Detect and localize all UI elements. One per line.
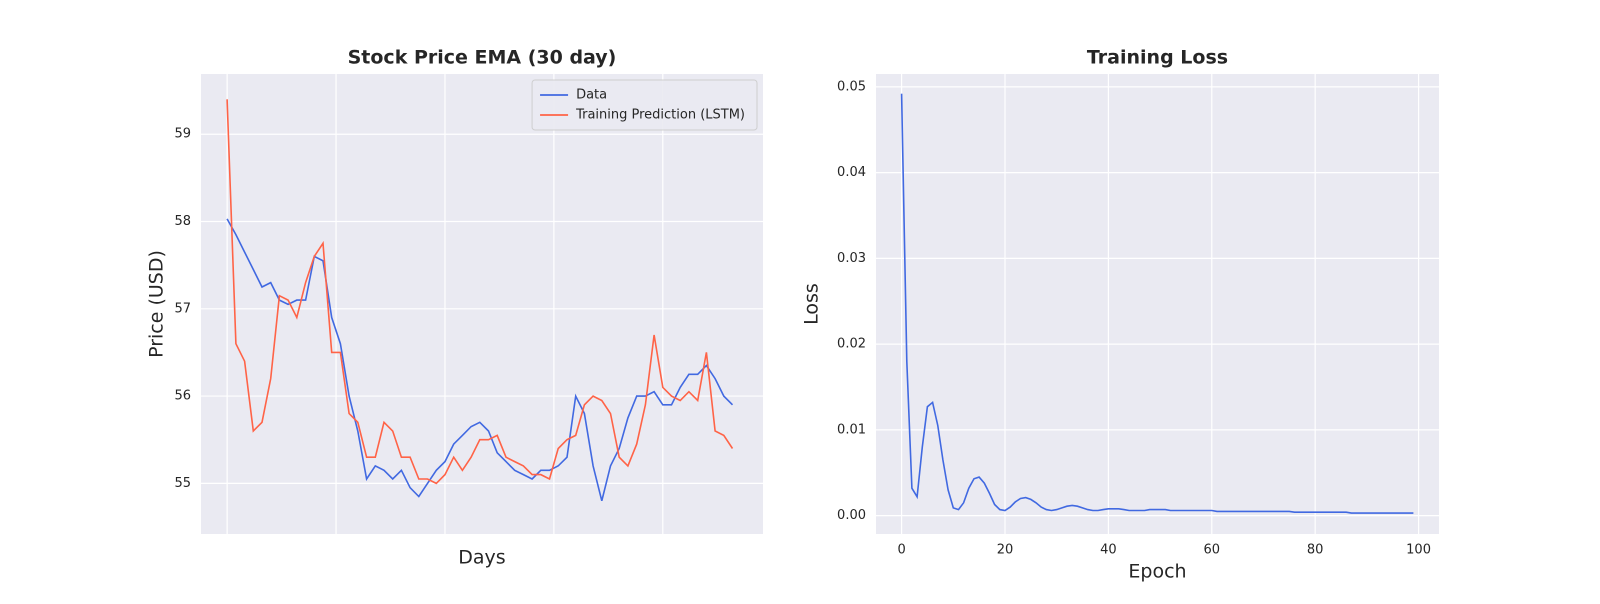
x-tick-label: 20 — [997, 543, 1014, 558]
y-tick-label: 59 — [174, 127, 191, 142]
y-tick-label: 56 — [174, 389, 191, 404]
legend: Data Training Prediction (LSTM) — [531, 79, 758, 131]
y-tick-label: 58 — [174, 214, 191, 229]
legend-label: Training Prediction (LSTM) — [575, 108, 745, 123]
data-line — [226, 218, 734, 501]
plot-area — [201, 74, 763, 534]
data-line — [226, 99, 734, 485]
y-tick-label: 55 — [174, 476, 191, 491]
x-tick-label: 40 — [1100, 543, 1117, 558]
y-tick-label: 0.01 — [837, 422, 866, 437]
x-axis-label: Days — [458, 547, 505, 569]
x-tick-label: 100 — [1406, 543, 1431, 558]
y-tick-label: 0.05 — [837, 79, 866, 94]
y-tick-label: 0.03 — [837, 251, 866, 266]
x-tick-label: 0 — [897, 543, 905, 558]
data-line — [900, 93, 1414, 514]
x-tick-label: 60 — [1204, 543, 1221, 558]
y-axis-label: Loss — [801, 283, 823, 325]
y-tick-label: 0.00 — [837, 508, 866, 523]
x-axis-label: Epoch — [1128, 561, 1186, 583]
x-tick-label: 80 — [1307, 543, 1324, 558]
legend-label: Data — [576, 88, 607, 103]
y-tick-label: 57 — [174, 301, 191, 316]
y-tick-label: 0.04 — [837, 165, 866, 180]
chart-title: Stock Price EMA (30 day) — [348, 47, 617, 69]
legend-box — [531, 79, 758, 131]
plot-area — [876, 74, 1439, 534]
chart-title: Training Loss — [1087, 47, 1228, 69]
y-axis-label: Price (USD) — [146, 250, 168, 358]
y-tick-label: 0.02 — [837, 337, 866, 352]
